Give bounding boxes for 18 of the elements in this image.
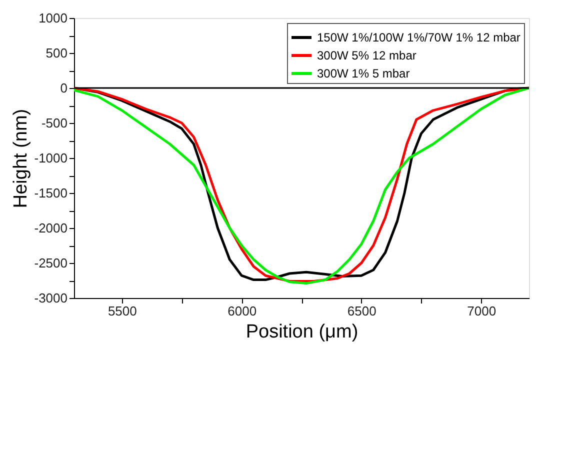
x-tick-label: 6500 [347,304,376,318]
y-tick-label: -1000 [34,150,68,166]
y-tick-label: 500 [46,46,68,60]
legend-label: 150W 1%/100W 1%/70W 1% 12 mbar [317,30,520,44]
y-tick-label: -1500 [34,186,68,200]
legend-label: 300W 5% 12 mbar [317,48,416,62]
x-tick-label: 5500 [108,304,137,318]
x-tick-label: 7000 [467,304,496,318]
y-tick-label: 1000 [38,10,68,26]
y-tick-label: -3000 [34,290,68,306]
y-tick-label: 0 [60,80,68,96]
y-tick-label: -2500 [34,256,68,270]
y-axis-title: Height (nm) [10,108,32,208]
x-tick-label: 6000 [228,304,257,318]
legend-label: 300W 1% 5 mbar [317,66,410,80]
y-tick-label: -2000 [34,220,68,236]
y-tick-label: -500 [41,116,68,130]
x-axis-title: Position (μm) [246,322,358,342]
